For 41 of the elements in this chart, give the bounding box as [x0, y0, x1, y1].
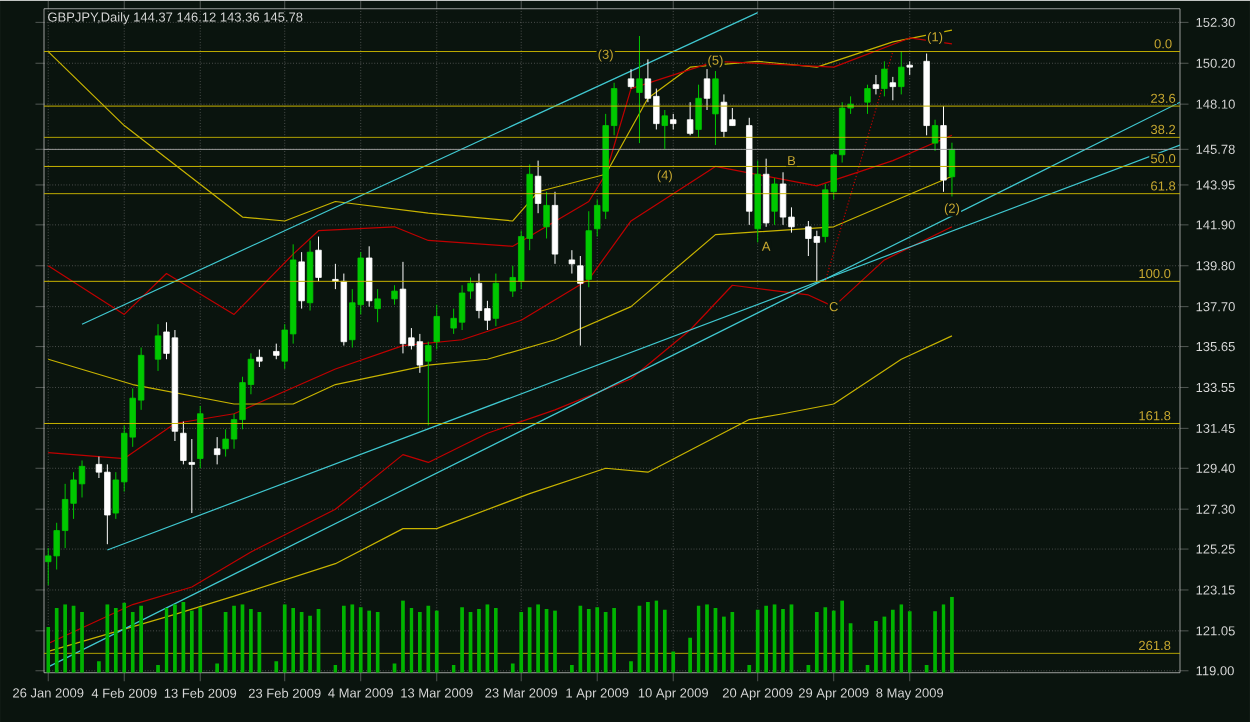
candlestick	[154, 323, 162, 372]
candlestick	[78, 459, 86, 498]
candlestick	[433, 303, 440, 350]
candlestick	[636, 35, 643, 144]
candlestick	[61, 483, 69, 549]
candlestick	[872, 74, 880, 95]
candlestick	[458, 284, 466, 331]
candlestick	[298, 251, 305, 309]
candlestick	[889, 76, 897, 101]
candlestick	[577, 255, 584, 346]
candlestick	[416, 333, 424, 374]
candlestick	[695, 83, 702, 138]
candlestick	[627, 68, 635, 89]
candlestick	[391, 284, 398, 305]
candlestick	[686, 101, 694, 136]
candlestick	[779, 171, 787, 226]
candlestick	[188, 438, 195, 514]
candlestick	[425, 340, 432, 426]
candlestick	[720, 93, 728, 138]
candlestick	[881, 60, 888, 97]
candlestick	[475, 272, 483, 319]
candlestick	[492, 272, 500, 327]
candlestick	[534, 159, 542, 214]
candlestick	[712, 70, 719, 146]
candlestick	[543, 190, 550, 239]
candlestick	[197, 405, 204, 469]
candlestick	[805, 220, 812, 257]
candlestick	[703, 68, 711, 111]
candlestick	[365, 245, 373, 307]
candlestick	[898, 50, 905, 95]
candlestick	[315, 235, 322, 282]
candlestick	[661, 109, 668, 150]
candlestick	[180, 420, 187, 465]
candlestick	[568, 249, 576, 274]
candlestick	[931, 118, 939, 152]
candlestick	[213, 436, 221, 465]
candlestick	[771, 177, 778, 226]
candlestick	[374, 288, 381, 323]
candlestick	[864, 83, 871, 115]
candlestick	[813, 229, 821, 282]
candlestick	[467, 276, 474, 300]
